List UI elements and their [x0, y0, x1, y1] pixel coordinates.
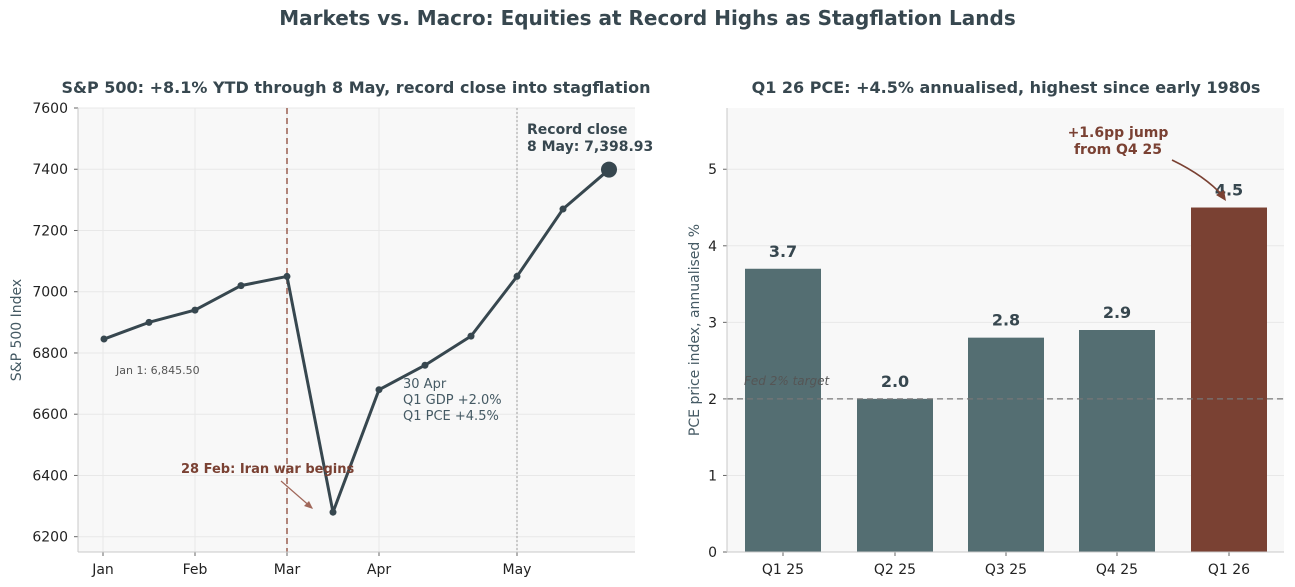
sp500-point: [559, 205, 567, 213]
bar-q3-25: [968, 337, 1044, 552]
page-title: Markets vs. Macro: Equities at Record Hi…: [279, 6, 1016, 30]
jump-annotation-line1: +1.6pp jump: [1068, 125, 1169, 141]
line-chart-x-tick-label: Jan: [91, 562, 114, 578]
data-release-annotation-pce: Q1 PCE +4.5%: [403, 409, 499, 424]
sp500-point: [467, 332, 475, 340]
bar-value-label: 2.0: [881, 372, 909, 391]
record-close-point: [601, 161, 617, 178]
record-annotation-line1: Record close: [527, 122, 628, 138]
line-chart-y-tick-label: 7600: [32, 101, 68, 117]
bar-chart-x-tick-label: Q4 25: [1096, 562, 1138, 578]
fed-target-label: Fed 2% target: [744, 374, 831, 388]
line-chart-x-tick-label: May: [503, 562, 532, 578]
line-chart-y-axis-label: S&P 500 Index: [9, 279, 25, 381]
bar-q2-25: [857, 398, 933, 552]
line-chart-y-tick-label: 6800: [32, 346, 68, 362]
start-value-annotation: Jan 1: 6,845.50: [115, 364, 200, 377]
bar-chart-y-tick-label: 0: [708, 545, 717, 561]
bar-chart-x-tick-label: Q1 26: [1208, 562, 1250, 578]
line-chart-x-tick-label: Feb: [183, 562, 208, 578]
jump-annotation-line2: from Q4 25: [1074, 142, 1162, 158]
line-chart-y-ticks: 6200 6400 6600 6800 7000 7200 7400 7600: [32, 101, 78, 546]
bar-chart-y-axis-label: PCE price index, annualised %: [687, 224, 703, 436]
line-chart-x-tick-label: Mar: [274, 562, 301, 578]
data-release-annotation-date: 30 Apr: [403, 377, 447, 392]
line-chart-plot-area: [78, 108, 635, 552]
bar-chart-x-tick-label: Q2 25: [874, 562, 916, 578]
bar-chart-y-tick-label: 5: [708, 162, 717, 178]
line-chart-x-tick-label: Apr: [367, 562, 391, 578]
bar-chart-y-ticks: 0 1 2 3 4 5: [708, 162, 727, 561]
bar-q1-25: [745, 268, 821, 552]
sp500-point: [329, 508, 337, 516]
line-chart-x-ticks: Jan Feb Mar Apr May: [91, 552, 531, 578]
line-chart-y-tick-label: 7000: [32, 285, 68, 301]
line-chart-y-tick-label: 7400: [32, 162, 68, 178]
line-chart-y-tick-label: 6400: [32, 468, 68, 484]
bar-q4-25: [1079, 330, 1155, 552]
bar-chart-x-tick-label: Q3 25: [985, 562, 1027, 578]
fed-target-line-group: Fed 2% target: [727, 374, 1284, 400]
line-chart-series: [100, 161, 617, 516]
sp500-point: [145, 318, 153, 326]
sp500-line: [103, 168, 610, 514]
bar-value-label: 2.9: [1103, 303, 1131, 322]
bar-value-label: 2.8: [992, 311, 1020, 330]
bar-chart-y-tick-label: 2: [708, 392, 717, 408]
sp500-point: [191, 306, 199, 314]
record-annotation-line2: 8 May: 7,398.93: [527, 139, 653, 155]
bar-chart-x-ticks: Q1 25 Q2 25 Q3 25 Q4 25 Q1 26: [762, 552, 1250, 578]
bar-chart-x-tick-label: Q1 25: [762, 562, 804, 578]
sp500-point: [283, 272, 291, 280]
line-chart: 6200 6400 6600 6800 7000 7200 7400 7600 Jan Feb M…: [9, 78, 653, 578]
bar-value-label: 3.7: [769, 242, 797, 261]
bar-chart-title: Q1 26 PCE: +4.5% annualised, highest sin…: [752, 78, 1261, 97]
line-chart-y-tick-label: 6600: [32, 407, 68, 423]
data-release-annotation-gdp: Q1 GDP +2.0%: [403, 393, 502, 408]
bar-chart-y-tick-label: 1: [708, 468, 717, 484]
jump-annotation-arrowhead: [1216, 190, 1226, 201]
line-chart-y-tick-label: 7200: [32, 223, 68, 239]
bar-q1-26: [1191, 207, 1267, 552]
war-annotation-arrowhead: [304, 501, 313, 509]
war-annotation: 28 Feb: Iran war begins: [181, 462, 354, 477]
line-chart-title: S&P 500: +8.1% YTD through 8 May, record…: [61, 78, 650, 97]
sp500-point: [237, 282, 245, 290]
sp500-point: [513, 272, 521, 280]
sp500-point: [375, 386, 383, 394]
bar-chart-y-tick-label: 3: [708, 315, 717, 331]
bar-chart-bars: 3.72.02.8 2.94.5: [745, 181, 1267, 552]
sp500-point: [100, 335, 108, 343]
sp500-point: [421, 361, 429, 369]
bar-chart-y-tick-label: 4: [708, 239, 717, 255]
line-chart-y-tick-label: 6200: [32, 530, 68, 546]
